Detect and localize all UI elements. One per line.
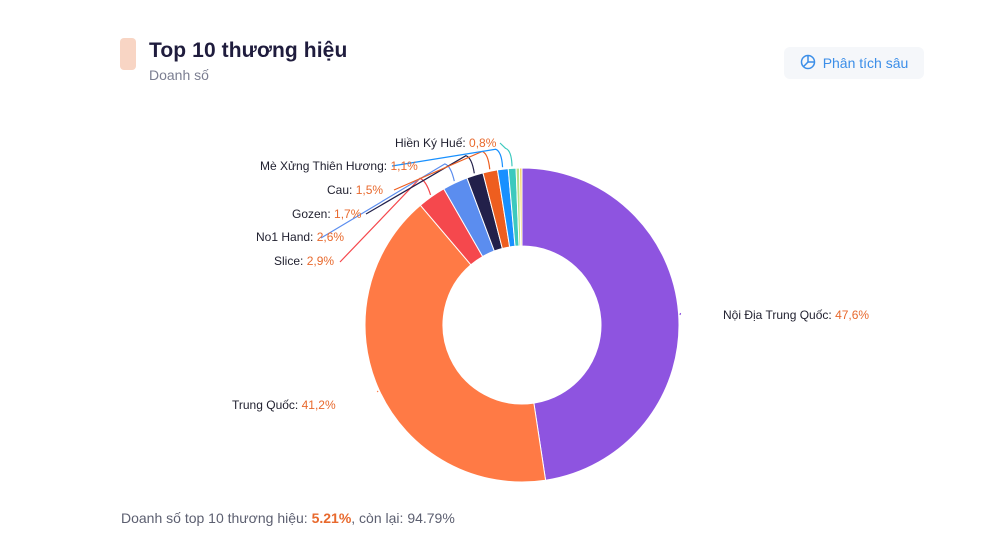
analyze-deep-label: Phân tích sâu: [822, 55, 909, 71]
donut-slice[interactable]: [364, 204, 547, 483]
label-hien-ky-hue: Hiền Ký Huế: 0,8%: [395, 136, 497, 150]
label-me-xung: Mè Xửng Thiên Hương: 1,1%: [260, 159, 418, 173]
leader-line: [365, 155, 475, 215]
label-trung-quoc: Trung Quốc: 41,2%: [232, 398, 336, 412]
title-accent-bar: [120, 38, 136, 70]
chart-header: Top 10 thương hiệu Doanh số: [120, 38, 347, 83]
label-slice: Slice: 2,9%: [274, 254, 335, 268]
leader-line: [376, 390, 379, 393]
label-noi-dia-trung-quoc: Nội Địa Trung Quốc: 47,6%: [723, 308, 870, 322]
label-cau: Cau: 1,5%: [327, 183, 384, 197]
summary-footer: Doanh số top 10 thương hiệu: 5.21%, còn …: [121, 510, 455, 526]
leader-line: [320, 163, 455, 239]
donut-slice[interactable]: [519, 167, 523, 247]
leader-line: [499, 142, 513, 167]
analyze-deep-button[interactable]: Phân tích sâu: [784, 47, 924, 79]
chart-subtitle: Doanh số: [149, 67, 209, 83]
leader-line: [679, 312, 682, 316]
donut-slice[interactable]: [521, 167, 680, 481]
rest-share-value: 94.79%: [407, 510, 455, 526]
label-gozen: Gozen: 1,7%: [292, 207, 362, 221]
leader-line: [391, 148, 504, 168]
chart-title: Top 10 thương hiệu: [149, 39, 348, 62]
top-share-value: 5.21%: [311, 510, 352, 526]
label-no1-hand: No1 Hand: 2,6%: [256, 230, 345, 244]
pie-chart-icon: [800, 54, 816, 73]
